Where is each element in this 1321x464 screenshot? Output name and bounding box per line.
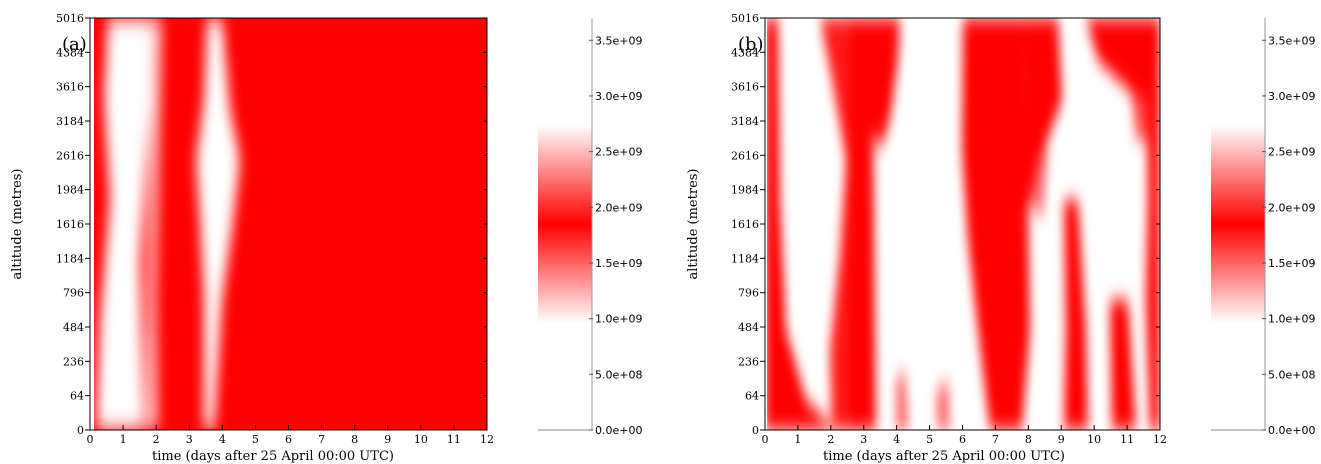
x-tick-label: 9 bbox=[384, 433, 391, 446]
y-axis-label-b: altitude (metres) bbox=[686, 168, 701, 279]
x-tick-label: 4 bbox=[219, 433, 226, 446]
x-tick-label: 8 bbox=[1025, 433, 1032, 446]
x-ticks-a: 0 1 2 3 4 5 6 7 8 9 10 11 12 bbox=[87, 425, 494, 446]
x-tick-label: 5 bbox=[252, 433, 259, 446]
colorbar-tick-label: 1.0e+09 bbox=[1268, 313, 1315, 326]
y-tick-label: 796 bbox=[63, 287, 84, 300]
y-tick-label: 5016 bbox=[56, 12, 84, 25]
y-tick-label: 64 bbox=[745, 390, 759, 403]
colorbar-tick-label: 1.0e+09 bbox=[595, 313, 642, 326]
panel-a: (a) 0 1 2 3 4 5 6 7 8 9 10 11 12 0642364847961184161… bbox=[10, 12, 642, 464]
x-tick-label: 10 bbox=[414, 433, 428, 446]
x-tick-label: 3 bbox=[186, 433, 193, 446]
colorbar-tick-label: 0.0e+00 bbox=[1268, 424, 1315, 437]
y-tick-label: 4384 bbox=[56, 46, 84, 59]
x-tick-label: 0 bbox=[762, 433, 769, 446]
y-tick-label: 3184 bbox=[56, 115, 84, 128]
colorbar-ticks-b: 0.0e+00 5.0e+08 1.0e+09 1.5e+09 2.0e+09 2.5e+… bbox=[1262, 18, 1315, 437]
panel-b: (b) 0 1 2 3 4 5 6 7 8 9 10 11 12 0642364847961184161… bbox=[686, 12, 1315, 464]
colorbar-tick-label: 5.0e+08 bbox=[595, 368, 642, 381]
x-tick-label: 2 bbox=[827, 433, 834, 446]
x-axis-label-b: time (days after 25 April 00:00 UTC) bbox=[823, 449, 1065, 464]
y-tick-label: 1984 bbox=[731, 184, 759, 197]
x-tick-label: 3 bbox=[860, 433, 867, 446]
x-axis-label-a: time (days after 25 April 00:00 UTC) bbox=[152, 449, 394, 464]
panel-label-b: (b) bbox=[738, 34, 764, 55]
colorbar-tick-label: 1.5e+09 bbox=[595, 257, 642, 270]
colorbar-tick-label: 2.5e+09 bbox=[1268, 146, 1315, 159]
y-tick-label: 0 bbox=[77, 424, 84, 437]
x-tick-label: 7 bbox=[318, 433, 325, 446]
y-ticks-a: 0 64 236 484 796 1184 1616 1984 2616 3184 3616 4384… bbox=[56, 12, 487, 437]
y-tick-label: 64 bbox=[70, 390, 84, 403]
colorbar-tick-label: 3.5e+09 bbox=[595, 34, 642, 47]
y-axis-label-a: altitude (metres) bbox=[10, 168, 25, 279]
colorbar-ticks-a: 0.0e+00 5.0e+08 1.0e+09 1.5e+09 2.0e+09 2.5e+… bbox=[589, 18, 642, 437]
heatmap-b bbox=[765, 18, 1160, 430]
colorbar-tick-label: 5.0e+08 bbox=[1268, 368, 1315, 381]
y-tick-label: 5016 bbox=[731, 12, 759, 25]
y-tick-label: 0 bbox=[752, 424, 759, 437]
colorbar-tick-label: 3.0e+09 bbox=[1268, 90, 1315, 103]
colorbar-tick-label: 2.5e+09 bbox=[595, 146, 642, 159]
y-tick-label: 3184 bbox=[731, 115, 759, 128]
x-tick-label: 9 bbox=[1058, 433, 1065, 446]
panel-label-a: (a) bbox=[62, 34, 87, 55]
colorbar-tick-label: 2.0e+09 bbox=[1268, 201, 1315, 214]
x-tick-label: 7 bbox=[992, 433, 999, 446]
x-tick-label: 6 bbox=[285, 433, 292, 446]
x-tick-label: 1 bbox=[120, 433, 127, 446]
y-tick-label: 3616 bbox=[56, 81, 84, 94]
colorbar-gradient-b bbox=[1211, 125, 1265, 323]
y-tick-label: 2616 bbox=[56, 149, 84, 162]
colorbar-a: 0.0e+00 5.0e+08 1.0e+09 1.5e+09 2.0e+09 2.5e+… bbox=[538, 18, 642, 437]
x-tick-label: 2 bbox=[153, 433, 160, 446]
x-tick-label: 4 bbox=[893, 433, 900, 446]
y-tick-label: 1184 bbox=[731, 252, 759, 265]
x-ticks-b: 0 1 2 3 4 5 6 7 8 9 10 11 12 bbox=[762, 425, 1167, 446]
x-tick-label: 1 bbox=[794, 433, 801, 446]
y-ticks-b: 0 64 236 484 796 1184 1616 1984 2616 3184 3616 4384… bbox=[731, 12, 1160, 437]
y-tick-label: 1616 bbox=[731, 218, 759, 231]
colorbar-tick-label: 1.5e+09 bbox=[1268, 257, 1315, 270]
x-tick-label: 12 bbox=[1153, 433, 1167, 446]
y-tick-label: 1616 bbox=[56, 218, 84, 231]
x-tick-label: 5 bbox=[926, 433, 933, 446]
x-tick-label: 10 bbox=[1087, 433, 1101, 446]
y-tick-label: 236 bbox=[738, 355, 759, 368]
x-tick-label: 12 bbox=[480, 433, 494, 446]
x-tick-label: 11 bbox=[1120, 433, 1134, 446]
colorbar-tick-label: 3.0e+09 bbox=[595, 90, 642, 103]
y-tick-label: 796 bbox=[738, 287, 759, 300]
y-tick-label: 484 bbox=[63, 321, 84, 334]
x-tick-label: 0 bbox=[87, 433, 94, 446]
heatmap-a bbox=[90, 18, 487, 430]
x-tick-label: 6 bbox=[959, 433, 966, 446]
x-tick-label: 11 bbox=[447, 433, 461, 446]
colorbar-tick-label: 3.5e+09 bbox=[1268, 34, 1315, 47]
colorbar-tick-label: 2.0e+09 bbox=[595, 201, 642, 214]
y-tick-label: 3616 bbox=[731, 81, 759, 94]
x-tick-label: 8 bbox=[351, 433, 358, 446]
y-tick-label: 484 bbox=[738, 321, 759, 334]
y-tick-label: 4384 bbox=[731, 46, 759, 59]
y-tick-label: 1184 bbox=[56, 252, 84, 265]
y-tick-label: 236 bbox=[63, 355, 84, 368]
y-tick-label: 1984 bbox=[56, 184, 84, 197]
y-tick-label: 2616 bbox=[731, 149, 759, 162]
colorbar-tick-label: 0.0e+00 bbox=[595, 424, 642, 437]
colorbar-gradient-a bbox=[538, 125, 592, 323]
colorbar-b: 0.0e+00 5.0e+08 1.0e+09 1.5e+09 2.0e+09 2.5e+… bbox=[1211, 18, 1315, 437]
